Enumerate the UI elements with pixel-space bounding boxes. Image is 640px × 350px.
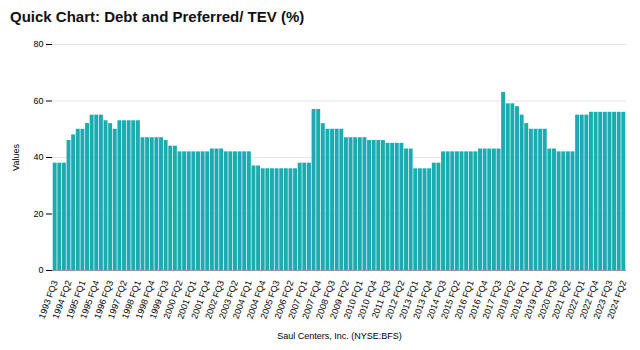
svg-text:2021 FQ2: 2021 FQ2 — [549, 279, 573, 321]
svg-text:2010 FQ1: 2010 FQ1 — [341, 279, 365, 321]
svg-text:2004 FQ1: 2004 FQ1 — [230, 279, 254, 321]
svg-text:2019 FQ1: 2019 FQ1 — [508, 279, 532, 321]
svg-text:60: 60 — [33, 96, 43, 106]
svg-text:0: 0 — [38, 265, 43, 275]
svg-text:40: 40 — [33, 152, 43, 162]
svg-text:1994 FQ2: 1994 FQ2 — [50, 279, 74, 321]
svg-text:2006 FQ2: 2006 FQ2 — [272, 279, 296, 321]
svg-text:2019 FQ4: 2019 FQ4 — [522, 279, 546, 321]
svg-text:1995 FQ1: 1995 FQ1 — [64, 279, 88, 321]
svg-text:2004 FQ4: 2004 FQ4 — [244, 279, 268, 321]
svg-text:Saul Centers, Inc. (NYSE:BFS): Saul Centers, Inc. (NYSE:BFS) — [277, 331, 402, 341]
svg-text:2011 FQ3: 2011 FQ3 — [369, 279, 393, 320]
svg-text:1998 FQ1: 1998 FQ1 — [119, 279, 143, 321]
svg-text:2018 FQ2: 2018 FQ2 — [494, 279, 518, 321]
svg-text:Values: Values — [11, 144, 21, 171]
svg-text:2007 FQ4: 2007 FQ4 — [300, 279, 324, 321]
svg-text:2023 FQ3: 2023 FQ3 — [591, 279, 615, 321]
svg-text:2016 FQ4: 2016 FQ4 — [466, 279, 490, 321]
svg-text:1993 FQ3: 1993 FQ3 — [36, 279, 60, 321]
html-text:Quick Chart: Debt and Preferre: Quick Chart: Debt and Preferred/ TEV (%) — [10, 8, 305, 25]
svg-text:2022 FQ1: 2022 FQ1 — [563, 279, 587, 321]
svg-text:1995 FQ4: 1995 FQ4 — [78, 279, 102, 321]
svg-text:2003 FQ2: 2003 FQ2 — [217, 279, 241, 321]
svg-text:2016 FQ1: 2016 FQ1 — [452, 279, 476, 321]
svg-text:1997 FQ2: 1997 FQ2 — [106, 279, 130, 321]
svg-text:2001 FQ1: 2001 FQ1 — [175, 279, 199, 321]
svg-text:2020 FQ3: 2020 FQ3 — [536, 279, 560, 321]
svg-text:2002 FQ3: 2002 FQ3 — [203, 279, 227, 321]
svg-text:2001 FQ4: 2001 FQ4 — [189, 279, 213, 321]
svg-text:2024 FQ2: 2024 FQ2 — [605, 279, 628, 320]
svg-text:2007 FQ1: 2007 FQ1 — [286, 279, 310, 321]
svg-text:1998 FQ4: 1998 FQ4 — [133, 279, 157, 321]
svg-text:2008 FQ3: 2008 FQ3 — [314, 279, 338, 321]
svg-text:2010 FQ4: 2010 FQ4 — [355, 279, 379, 321]
svg-text:2017 FQ3: 2017 FQ3 — [480, 279, 504, 321]
svg-text:20: 20 — [33, 209, 43, 219]
svg-text:1999 FQ3: 1999 FQ3 — [147, 279, 171, 321]
svg-text:2015 FQ2: 2015 FQ2 — [438, 279, 462, 321]
svg-text:2012 FQ2: 2012 FQ2 — [383, 279, 407, 321]
svg-text:2014 FQ3: 2014 FQ3 — [425, 279, 449, 321]
svg-text:80: 80 — [33, 39, 43, 49]
svg-text:1996 FQ3: 1996 FQ3 — [92, 279, 116, 321]
svg-text:2009 FQ2: 2009 FQ2 — [327, 279, 351, 321]
svg-text:2000 FQ2: 2000 FQ2 — [161, 279, 185, 321]
svg-text:2022 FQ4: 2022 FQ4 — [577, 279, 601, 321]
svg-text:2013 FQ4: 2013 FQ4 — [411, 279, 435, 321]
svg-text:2013 FQ1: 2013 FQ1 — [397, 279, 421, 321]
svg-text:2005 FQ3: 2005 FQ3 — [258, 279, 282, 321]
